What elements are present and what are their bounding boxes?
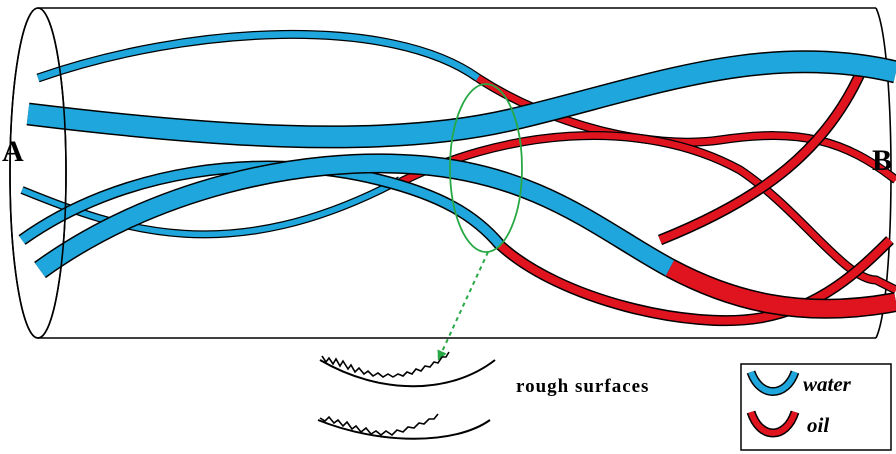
channel-oil-diagonal <box>392 131 896 295</box>
zoom-arrow <box>437 251 489 361</box>
legend-water-label: water <box>803 372 852 396</box>
rough-surface-lower <box>317 413 491 440</box>
end-b-label: B <box>872 144 892 177</box>
channel-thin-lower <box>20 176 402 239</box>
legend: water oil <box>740 363 892 451</box>
legend-oil-label: oil <box>807 413 829 437</box>
tube-end-a-overlay <box>9 7 67 339</box>
channel-thick-lower <box>34 153 896 319</box>
zoom-highlight-ellipse <box>449 83 523 253</box>
channel-oil-upper-right <box>657 57 872 246</box>
end-a-label: A <box>2 135 24 168</box>
channel-thick-main <box>26 50 896 149</box>
rough-surface-upper <box>319 351 496 388</box>
rough-surfaces-label: rough surfaces <box>516 376 649 397</box>
